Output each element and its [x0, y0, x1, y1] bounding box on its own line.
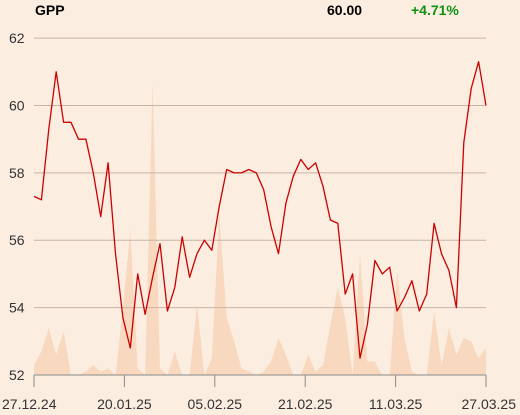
y-tick-label-58: 58 [9, 165, 25, 181]
y-tick-label-60: 60 [9, 97, 25, 113]
x-tick-label-5: 27.03.25 [462, 396, 517, 412]
last-price: 60.00 [327, 2, 363, 18]
price-line [33, 61, 487, 359]
y-tick-label-62: 62 [9, 30, 25, 46]
y-tick-label-56: 56 [9, 232, 25, 248]
y-tick-label-52: 52 [9, 367, 25, 383]
x-tick-label-0: 27.12.24 [2, 396, 57, 412]
y-tick-label-54: 54 [9, 300, 25, 316]
price-line-layer [33, 61, 487, 359]
volume-area-layer [34, 81, 486, 376]
x-tick-label-1: 20.01.25 [97, 396, 152, 412]
gridlines: 52 54 56 58 60 62 [9, 30, 486, 383]
volume-area [34, 81, 486, 376]
x-tick-label-2: 05.02.25 [188, 396, 243, 412]
price-change: +4.71% [411, 2, 459, 18]
x-tick-label-3: 21.02.25 [278, 396, 333, 412]
axes: 27.12.24 20.01.25 05.02.25 21.02.25 11.03.25… [2, 374, 517, 412]
ticker-symbol: GPP [35, 2, 65, 18]
x-tick-label-4: 11.03.25 [369, 396, 423, 412]
